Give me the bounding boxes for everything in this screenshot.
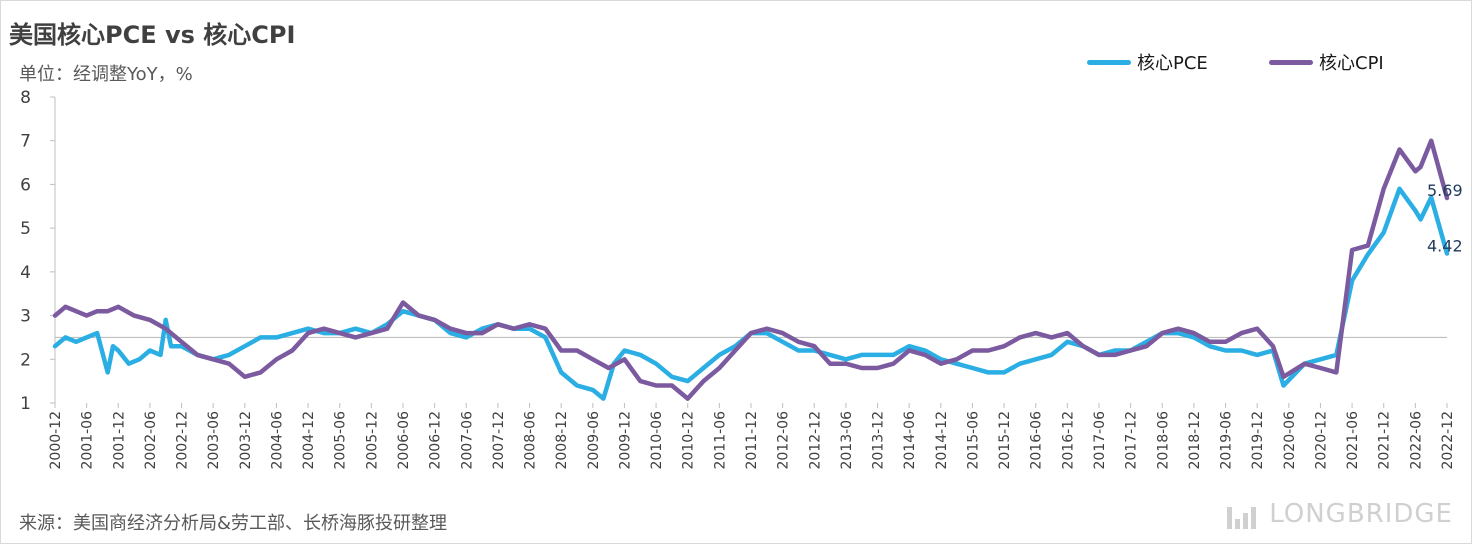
x-tick-label: 2013-06: [839, 411, 855, 470]
y-tick-label: 3: [20, 307, 31, 327]
x-tick-label: 2021-12: [1377, 411, 1393, 470]
data-label-cpi-end: 5.69: [1427, 181, 1463, 200]
x-tick-label: 2012-12: [807, 411, 823, 470]
x-tick-label: 2009-12: [617, 411, 633, 470]
y-tick-label: 8: [20, 88, 31, 108]
x-tick-label: 2012-06: [776, 411, 792, 470]
x-tick-label: 2019-12: [1250, 411, 1266, 470]
brand-logo-icon: [1227, 505, 1259, 529]
x-tick-label: 2009-06: [586, 411, 602, 470]
legend-item-cpi: 核心CPI: [1269, 49, 1384, 75]
x-tick-label: 2022-12: [1440, 411, 1456, 470]
brand-watermark: LONGBRIDGE: [1227, 499, 1453, 529]
x-tick-label: 2002-06: [143, 411, 159, 470]
x-tick-label: 2018-12: [1187, 411, 1203, 470]
chart-title: 美国核心PCE vs 核心CPI: [9, 21, 296, 49]
x-tick-label: 2020-06: [1282, 411, 1298, 470]
x-tick-label: 2018-06: [1155, 411, 1171, 470]
legend-swatch-cpi: [1269, 59, 1313, 65]
x-tick-label: 2007-12: [491, 411, 507, 470]
x-tick-label: 2006-06: [396, 411, 412, 470]
x-tick-label: 2017-06: [1092, 411, 1108, 470]
legend-label-cpi: 核心CPI: [1319, 53, 1384, 74]
x-tick-label: 2001-06: [80, 411, 96, 470]
brand-name: LONGBRIDGE: [1269, 499, 1453, 529]
x-tick-label: 2000-12: [48, 411, 64, 470]
x-tick-label: 2019-06: [1219, 411, 1235, 470]
x-tick-label: 2005-06: [333, 411, 349, 470]
x-tick-label: 2008-06: [523, 411, 539, 470]
source-note: 来源：美国商经济分析局&劳工部、长桥海豚投研整理: [19, 513, 448, 534]
x-tick-label: 2008-12: [554, 411, 570, 470]
series-line-cpi: [52, 138, 1450, 401]
x-tick-label: 2022-06: [1408, 411, 1424, 470]
x-tick-label: 2020-12: [1313, 411, 1329, 470]
x-tick-label: 2002-12: [175, 411, 191, 470]
x-tick-label: 2010-12: [681, 411, 697, 470]
y-tick-label: 7: [20, 132, 31, 152]
x-tick-label: 2011-12: [744, 411, 760, 470]
x-tick-label: 2017-12: [1124, 411, 1140, 470]
x-tick-label: 2015-12: [997, 411, 1013, 470]
x-tick-label: 2016-06: [1029, 411, 1045, 470]
legend-label-pce: 核心PCE: [1137, 53, 1208, 74]
y-tick-label: 6: [20, 175, 31, 195]
y-tick-label: 4: [20, 263, 31, 283]
x-tick-label: 2003-12: [238, 411, 254, 470]
x-tick-label: 2015-06: [965, 411, 981, 470]
x-tick-label: 2021-06: [1345, 411, 1361, 470]
x-tick-label: 2006-12: [428, 411, 444, 470]
x-tick-label: 2004-06: [269, 411, 285, 470]
unit-label: 单位：经调整YoY，%: [19, 64, 193, 85]
data-label-pce-end: 4.42: [1427, 236, 1463, 255]
x-tick-label: 2011-06: [712, 411, 728, 470]
x-tick-label: 2003-06: [206, 411, 222, 470]
x-tick-label: 2014-06: [902, 411, 918, 470]
legend-swatch-pce: [1087, 59, 1131, 65]
x-tick-label: 2005-12: [364, 411, 380, 470]
x-tick-label: 2014-12: [934, 411, 950, 470]
y-tick-label: 5: [20, 219, 31, 239]
x-tick-label: 2004-12: [301, 411, 317, 470]
x-tick-label: 2016-12: [1060, 411, 1076, 470]
x-tick-label: 2007-06: [459, 411, 475, 470]
y-tick-label: 2: [20, 350, 31, 370]
x-tick-label: 2013-12: [871, 411, 887, 470]
x-tick-label: 2001-12: [111, 411, 127, 470]
y-tick-label: 1: [20, 394, 31, 414]
x-tick-label: 2010-06: [649, 411, 665, 470]
legend-item-pce: 核心PCE: [1087, 49, 1208, 75]
